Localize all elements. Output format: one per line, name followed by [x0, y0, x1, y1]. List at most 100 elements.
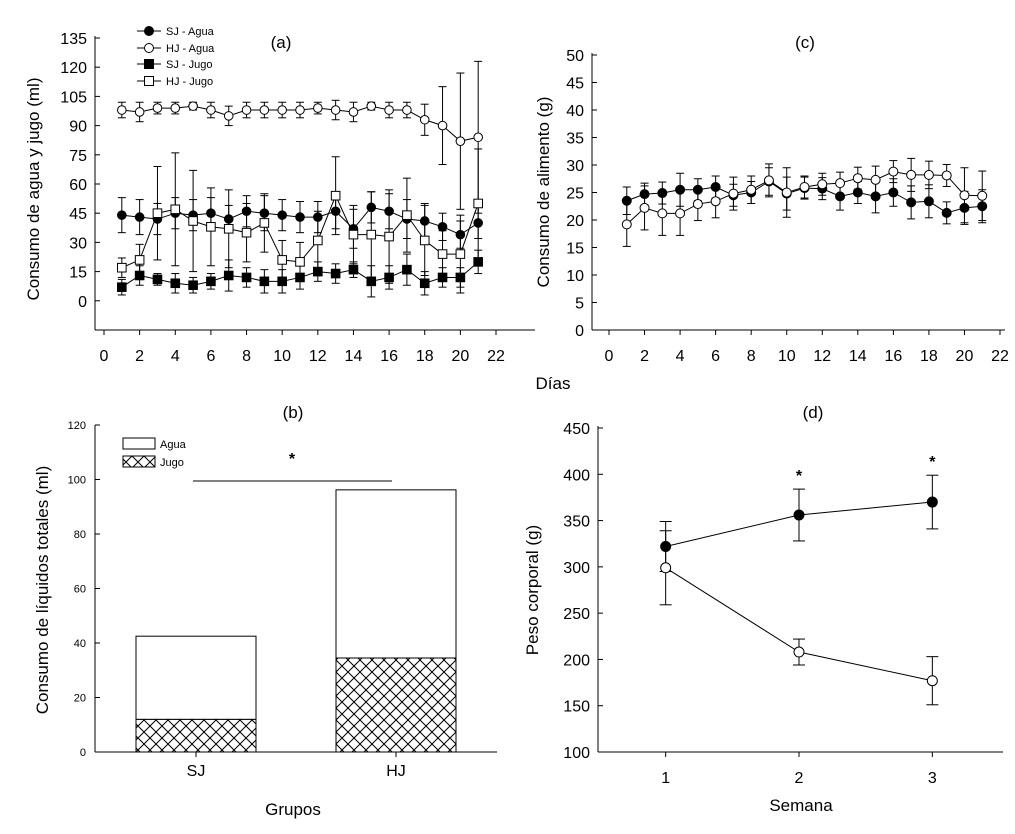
a-data-point: [134, 212, 145, 222]
c-series-hj: [621, 157, 988, 247]
c-data-point: [923, 169, 934, 180]
c-data-point: [657, 208, 668, 219]
significance-asterisk: *: [289, 451, 296, 468]
c-data-point: [906, 197, 917, 208]
a-data-point: [384, 105, 394, 115]
a-data-point: [241, 227, 252, 238]
panel-c: (c) Consumo de alimento (g) 051015202530…: [534, 33, 1009, 365]
c-ytick-label: 40: [566, 103, 584, 120]
b-xtick-label: HJ: [386, 763, 406, 780]
c-data-point: [799, 182, 810, 192]
a-ytick-label: 60: [69, 177, 87, 194]
legend-label-jugo: Jugo: [160, 457, 184, 469]
a-data-point: [206, 222, 216, 232]
c-xtick-label: 8: [747, 348, 756, 365]
b-ytick-label: 0: [80, 747, 86, 759]
a-data-point: [348, 264, 359, 275]
d-ytick-label: 200: [563, 652, 590, 669]
d-ytick-label: 150: [563, 699, 590, 716]
a-data-point: [330, 105, 341, 115]
a-ytick-label: 30: [69, 235, 87, 252]
b-ytick-label: 60: [74, 584, 86, 596]
a-ytick-label: 45: [69, 206, 87, 223]
a-data-point: [313, 103, 323, 113]
a-data-point: [259, 218, 270, 228]
d-xtick-label: 3: [928, 770, 937, 787]
d-xtick-label: 1: [661, 770, 670, 787]
a-data-point: [117, 282, 127, 292]
c-data-point: [621, 219, 632, 230]
b-ytick-label: 100: [68, 475, 86, 487]
d-data-point: [793, 646, 805, 658]
a-data-point: [437, 120, 448, 131]
c-ytick-label: 10: [566, 268, 584, 285]
a-data-point: [295, 257, 305, 267]
a-data-point: [366, 101, 377, 111]
panel-d: (d) Peso corporal (g) Semana 100 150 200 25…: [523, 403, 1003, 815]
a-data-point: [152, 208, 163, 218]
panel-b-bars: [135, 489, 457, 753]
a-data-point: [223, 270, 234, 281]
a-data-point: [419, 235, 430, 246]
c-ytick-label: 20: [566, 213, 584, 230]
d-ytick-label: 450: [563, 421, 590, 438]
panel-a-legend: SJ - Agua HJ - Agua SJ - Jugo HJ - Jugo: [137, 26, 215, 88]
d-ytick-label: 100: [563, 745, 590, 762]
panel-d-label: (d): [803, 403, 824, 422]
c-xtick-label: 0: [605, 348, 614, 365]
c-data-point: [870, 174, 881, 185]
c-data-point: [763, 175, 774, 186]
a-xtick-label: 22: [487, 348, 505, 365]
d-ytick-label: 350: [563, 514, 590, 531]
a-xtick-label: 0: [100, 348, 109, 365]
a-xtick-label: 18: [416, 348, 434, 365]
d-ytick-label: 400: [563, 467, 590, 484]
a-data-point: [188, 216, 198, 226]
a-data-point: [277, 210, 287, 220]
a-ytick-label: 135: [60, 31, 87, 48]
d-data-point: [926, 675, 938, 687]
a-data-point: [455, 136, 466, 146]
a-data-point: [259, 105, 270, 115]
a-data-point: [117, 262, 127, 273]
c-ytick-label: 15: [566, 241, 584, 258]
c-data-point: [959, 190, 970, 201]
a-data-point: [419, 114, 430, 125]
a-ytick-label: 75: [69, 148, 87, 165]
a-data-point: [437, 222, 448, 232]
legend-hj-jugo: HJ - Jugo: [137, 76, 213, 88]
c-ytick-label: 5: [575, 296, 584, 313]
c-xtick-label: 20: [956, 348, 974, 365]
a-data-point: [455, 249, 466, 259]
c-data-point: [817, 179, 828, 190]
d-data-point: [660, 562, 672, 574]
a-data-point: [206, 105, 216, 115]
d-xtick-label: 2: [795, 770, 804, 787]
a-data-point: [223, 223, 234, 234]
panel-a-series: [117, 60, 483, 298]
a-data-point: [473, 257, 483, 267]
a-data-point: [348, 107, 359, 117]
c-data-point: [888, 166, 899, 177]
c-ytick-label: 30: [566, 158, 584, 175]
c-data-point: [781, 187, 792, 198]
a-xtick-label: 16: [380, 348, 398, 365]
week2-asterisk: *: [796, 468, 803, 485]
c-data-point: [977, 190, 988, 201]
a-data-point: [117, 210, 127, 220]
panel-c-series: [621, 157, 988, 247]
panel-c-label: (c): [795, 33, 815, 52]
legend-hj-agua: HJ - Agua: [137, 43, 215, 55]
panel-c-ylabel: Consumo de alimento (g): [534, 97, 553, 288]
a-data-point: [241, 105, 252, 115]
b-bar-sj-jugo: [135, 718, 257, 753]
a-data-point: [473, 198, 483, 209]
legend-swatch-jugo: [122, 455, 156, 468]
a-data-point: [473, 132, 483, 143]
c-xtick-label: 16: [884, 348, 902, 365]
b-ytick-label: 80: [74, 529, 86, 541]
c-data-point: [746, 184, 757, 195]
legend-sj-jugo: SJ - Jugo: [137, 59, 212, 71]
a-data-point: [170, 103, 181, 113]
